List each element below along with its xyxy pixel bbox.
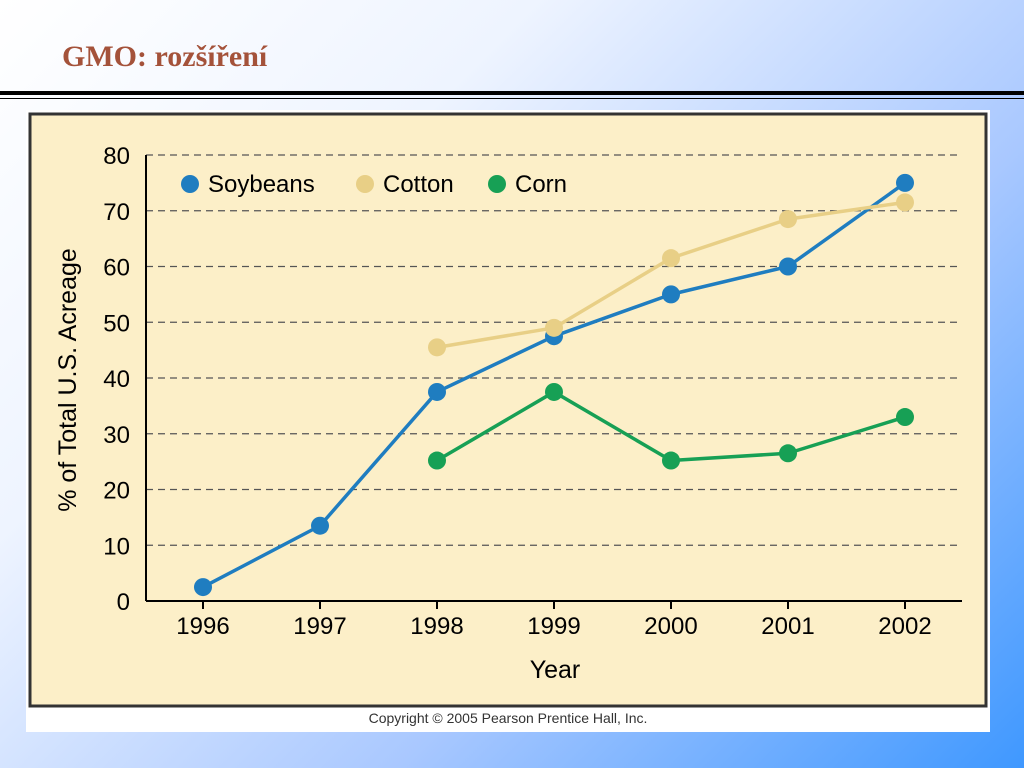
soybeans-point [194,578,212,597]
soybeans-point [662,285,680,304]
cotton-point [779,210,797,229]
chart-panel [28,112,988,708]
axes: 0 10 20 30 40 50 60 70 80 1996 1997 1998 1999 2000 200… [103,143,962,640]
cotton-point [896,193,914,212]
legend-marker-corn [488,175,506,193]
x-tick-label: 2000 [644,613,697,640]
x-tick-label: 1997 [293,613,346,640]
y-tick-label: 10 [103,533,130,560]
y-tick-label: 40 [103,366,130,393]
y-tick-label: 0 [117,589,130,616]
y-tick-label: 80 [103,143,130,170]
legend-marker-soybeans [181,175,199,193]
legend-marker-cotton [356,175,374,193]
corn-point [545,382,563,401]
corn-point [662,451,680,470]
y-tick-label: 20 [103,478,130,505]
x-tick-label: 2002 [878,613,931,640]
legend-label-soybeans: Soybeans [208,171,315,198]
y-tick-label: 50 [103,310,130,337]
soybeans-point [428,382,446,401]
corn-point [896,408,914,427]
cotton-point [428,338,446,357]
x-tick-label: 1996 [176,613,229,640]
y-tick-label: 70 [103,199,130,226]
corn-point [779,444,797,463]
corn-point [428,451,446,470]
line-chart: 0 10 20 30 40 50 60 70 80 1996 1997 1998 1999 2000 200… [28,112,988,708]
x-tick-label: 1998 [410,613,463,640]
title-divider-thick [0,91,1024,95]
copyright-notice: Copyright © 2005 Pearson Prentice Hall, … [368,710,648,726]
soybeans-point [779,257,797,276]
series-lines [194,173,914,597]
soybeans-point [311,516,329,535]
cotton-point [662,249,680,268]
y-axis-label: % of Total U.S. Acreage [54,248,82,512]
title-divider-thin [0,98,1024,99]
chart-figure: 0 10 20 30 40 50 60 70 80 1996 1997 1998 1999 2000 200… [26,110,990,732]
cotton-point [545,318,563,337]
legend-label-corn: Corn [515,171,567,198]
x-axis-label: Year [530,656,581,684]
y-tick-label: 30 [103,422,130,449]
y-tick-label: 60 [103,255,130,282]
slide-title: GMO: rozšíření [62,40,268,73]
legend: Soybeans Cotton Corn [181,171,567,198]
x-tick-label: 2001 [761,613,814,640]
legend-label-cotton: Cotton [383,171,454,198]
soybeans-point [896,173,914,192]
x-tick-label: 1999 [527,613,580,640]
